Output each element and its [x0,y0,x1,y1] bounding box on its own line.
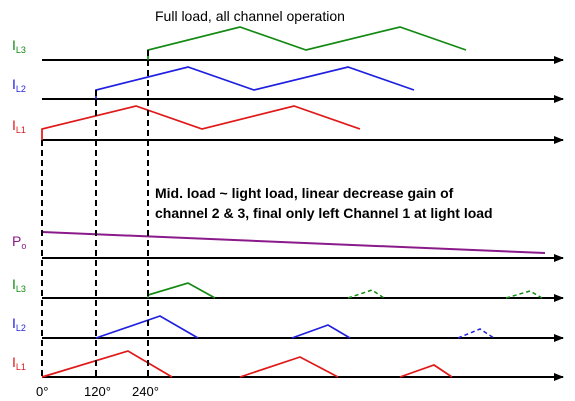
il3-light-label: IL3 [12,276,26,294]
il1-light-waveform [41,350,173,378]
light-load-note-line1: Mid. load ~ light load, linear decrease … [155,185,454,201]
phase-label-240: 240° [132,384,159,399]
il2-full-label: IL2 [12,76,26,94]
il1-full-waveform [41,105,361,140]
light-load-section: Po IL3 IL2 IL1 [12,231,564,381]
il3-light-fading-pulse-1 [347,289,385,299]
light-load-note-line2: channel 2 & 3, final only left Channel 1… [155,205,493,221]
il1-light-pulse-2 [239,356,339,378]
diagram-title: Full load, all channel operation [155,8,345,24]
il2-light-fading-pulse [457,328,495,339]
po-waveform [41,231,546,254]
po-label: Po [12,233,26,251]
il2-light-waveform [95,315,199,339]
il1-full-label: IL1 [12,117,26,135]
il3-light-waveform [147,282,216,299]
il3-full-label: IL3 [12,37,26,55]
il2-light-pulse [291,324,351,339]
il3-full-waveform [147,26,467,60]
phase-label-120: 120° [84,384,111,399]
il2-full-waveform [95,66,415,99]
il3-light-fading-pulse-2 [505,290,543,299]
il1-light-label: IL1 [12,354,26,372]
il1-light-pulse-3 [399,364,453,378]
full-load-section: IL3 IL2 IL1 [12,26,564,144]
il2-light-label: IL2 [12,315,26,333]
phase-label-0: 0° [36,384,48,399]
